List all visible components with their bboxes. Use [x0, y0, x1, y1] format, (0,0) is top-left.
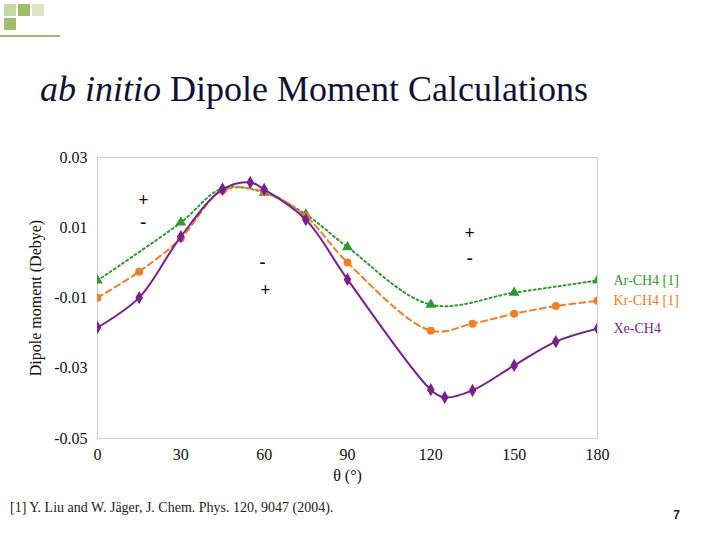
svg-text:-: - — [260, 252, 266, 272]
html-text:[1] Y. Liu and W. Jäger, J. Ch: [1] Y. Liu and W. Jäger, J. Chem. Phys. … — [10, 500, 334, 515]
svg-text:90: 90 — [340, 446, 356, 463]
svg-text:Dipole moment (Debye): Dipole moment (Debye) — [27, 220, 45, 376]
html-text:ab initio Dipole Moment Calcul: ab initio Dipole Moment Calculations — [40, 69, 588, 109]
svg-text:θ (°): θ (°) — [333, 467, 362, 485]
svg-text:120: 120 — [419, 446, 443, 463]
svg-text:-: - — [140, 212, 146, 232]
svg-text:-0.03: -0.03 — [54, 359, 87, 376]
svg-text:0: 0 — [94, 446, 102, 463]
svg-text:Xe-CH4: Xe-CH4 — [614, 321, 661, 336]
svg-text:180: 180 — [586, 446, 610, 463]
svg-text:+: + — [138, 190, 148, 210]
svg-text:Ar-CH4 [1]: Ar-CH4 [1] — [614, 273, 679, 288]
svg-text:+: + — [260, 280, 270, 300]
svg-text:150: 150 — [502, 446, 526, 463]
svg-text:30: 30 — [173, 446, 189, 463]
svg-text:60: 60 — [256, 446, 272, 463]
svg-text:0.01: 0.01 — [60, 219, 88, 236]
html-text:7: 7 — [673, 508, 680, 522]
svg-text:-0.01: -0.01 — [54, 289, 87, 306]
svg-text:0.03: 0.03 — [60, 149, 88, 166]
svg-text:-: - — [467, 248, 473, 268]
svg-text:Kr-CH4 [1]: Kr-CH4 [1] — [614, 293, 679, 308]
svg-text:-0.05: -0.05 — [54, 430, 87, 447]
svg-text:+: + — [465, 223, 475, 243]
